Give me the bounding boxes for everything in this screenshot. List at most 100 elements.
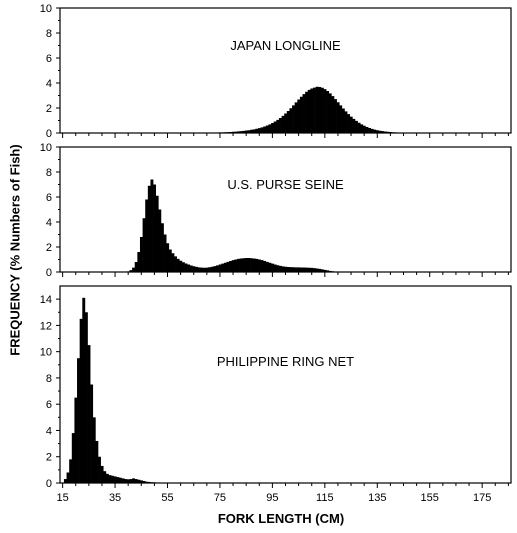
y-tick-label: 8 [46,373,52,385]
x-tick-label: 95 [266,492,278,504]
histogram-bar [362,125,366,133]
histogram-bar [200,267,204,273]
histogram-bar [310,267,314,273]
histogram-bar [349,116,353,134]
histogram-bar [236,131,240,134]
x-tick-label: 155 [421,492,439,504]
histogram-bar [208,267,212,272]
histogram-bar [252,129,256,134]
histogram-bar [239,131,243,134]
histogram-bar [323,89,327,134]
histogram-bar [218,264,222,272]
y-tick-label: 10 [40,3,52,15]
histogram-bar [216,132,219,133]
histogram-bar [250,258,254,272]
histogram-bar [221,263,225,273]
y-tick-label: 8 [46,167,52,179]
histogram-bar [294,267,298,273]
histogram-bar [255,258,259,273]
histogram-bar [229,132,233,133]
histogram-bar [268,124,272,134]
histogram-bar [383,131,387,133]
histogram-bar [69,459,73,483]
histogram-bar [263,261,267,272]
histogram-bar [126,271,130,273]
histogram-bar [318,268,322,273]
histogram-bar [373,129,377,134]
histogram-bar [84,312,88,483]
histogram-bar [318,87,322,133]
y-tick-label: 14 [40,294,52,306]
histogram-bar [197,267,201,273]
histogram-bar [181,262,185,272]
histogram-bar [179,260,183,272]
histogram-bar [105,473,109,483]
histogram-bar [134,479,138,483]
histogram-bar [229,261,233,272]
histogram-bar [98,456,101,483]
histogram-bar [202,267,206,272]
histogram-bar [347,114,351,134]
x-tick-label: 35 [109,492,121,504]
histogram-bar [147,481,151,483]
histogram-bar [320,269,324,273]
histogram-bar [281,266,285,273]
histogram-bar [354,120,358,134]
panel-2: 0 2 4 6 8 10 U.S. PURSE SEINE [40,142,512,279]
y-tick-label: 6 [46,53,52,65]
y-tick-label: 6 [46,192,52,204]
histogram-bar [137,252,141,272]
histogram-bar [218,132,222,134]
histogram-bar [176,258,180,273]
histogram-bar [297,99,301,133]
histogram-bar [239,258,243,272]
histogram-bar [370,128,374,134]
histogram-bar [284,113,288,133]
x-tick-label: 75 [214,492,226,504]
histogram-bar [150,482,154,483]
y-tick-label: 0 [46,267,52,279]
histogram-bar [328,93,332,134]
histogram-bar [166,243,170,272]
histogram-bar [368,128,372,133]
histogram-bar [74,397,78,483]
histogram-bar [257,128,261,134]
histogram-bar [244,258,248,272]
histogram-bar [278,265,282,273]
histogram-bar [394,132,398,134]
panel-title: U.S. PURSE SEINE [227,177,344,192]
histogram-bar [236,258,240,273]
histogram-bar [365,127,369,133]
histogram-bar [336,102,340,133]
histogram-bar [260,260,264,273]
histogram-bar [281,115,285,134]
histogram-bar [305,267,309,273]
histogram-bar [323,269,327,273]
histogram-bar [334,99,337,134]
histogram-bar [315,268,319,272]
histogram-bar [189,265,193,272]
histogram-bar [79,318,83,483]
histogram-bar [302,94,306,134]
panel-3: 0 2 4 6 8 10 12 14 PHILIPPINE RING NET [40,285,512,490]
histogram-bar [234,131,238,134]
histogram-bar [289,108,293,133]
histogram-bar [195,266,198,273]
histogram-bar [77,358,80,483]
histogram-bar [205,267,209,273]
histogram-bar [100,465,104,483]
histogram-bar [268,262,272,272]
histogram-bar [153,184,156,272]
histogram-bar [276,119,280,134]
histogram-bar [344,111,348,134]
panel-title: JAPAN LONGLINE [230,38,341,53]
histogram-bar [273,121,277,133]
histogram-bar [276,265,280,272]
histogram-bar [147,185,151,272]
histogram-bar [310,88,314,133]
y-tick-label: 2 [46,452,52,464]
histogram-bar [341,108,345,133]
histogram-bar [132,478,136,483]
histogram-bar [286,111,290,133]
histogram-bar [116,477,120,483]
